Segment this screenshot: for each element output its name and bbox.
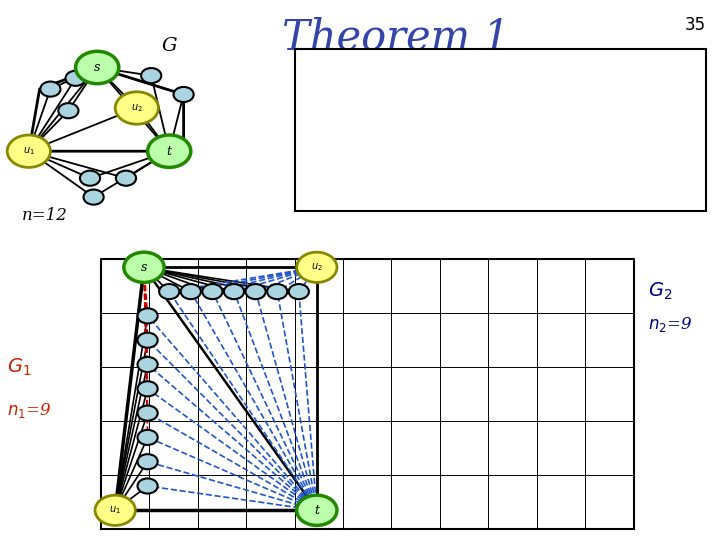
Circle shape — [297, 495, 337, 525]
Text: n=12: n=12 — [22, 207, 68, 225]
Circle shape — [148, 135, 191, 167]
Circle shape — [224, 284, 244, 299]
Circle shape — [159, 284, 179, 299]
Circle shape — [246, 284, 266, 299]
Circle shape — [115, 92, 158, 124]
Circle shape — [138, 406, 158, 421]
Circle shape — [95, 495, 135, 525]
Text: $G_1$: $G_1$ — [7, 356, 32, 378]
Circle shape — [141, 68, 161, 83]
Text: $u_2$: $u_2$ — [131, 102, 143, 114]
Circle shape — [76, 51, 119, 84]
Circle shape — [174, 87, 194, 102]
Circle shape — [58, 103, 78, 118]
Text: $u_1$: $u_1$ — [23, 145, 35, 157]
Text: s: s — [94, 61, 100, 74]
Text: $G_2$: $G_2$ — [648, 281, 672, 302]
FancyBboxPatch shape — [295, 49, 706, 211]
Circle shape — [138, 381, 158, 396]
Text: s: s — [141, 261, 147, 274]
Circle shape — [138, 478, 158, 494]
Text: $n_2$=9: $n_2$=9 — [648, 314, 693, 334]
Text: $u_1$: $u_1$ — [109, 504, 121, 516]
Text: the two drawings: the two drawings — [395, 75, 559, 93]
Circle shape — [267, 284, 287, 299]
Circle shape — [138, 357, 158, 372]
Text: G: G — [162, 37, 178, 55]
Text: t: t — [315, 504, 319, 517]
Text: vertices and edges.: vertices and edges. — [317, 166, 494, 185]
Text: t: t — [167, 145, 171, 158]
Text: 35: 35 — [685, 16, 706, 34]
Text: $u_2$: $u_2$ — [311, 261, 323, 273]
Circle shape — [7, 135, 50, 167]
Circle shape — [84, 190, 104, 205]
Circle shape — [116, 171, 136, 186]
Circle shape — [297, 252, 337, 282]
Circle shape — [124, 252, 164, 282]
Circle shape — [181, 284, 201, 299]
Text: all the dummy: all the dummy — [387, 120, 523, 139]
Circle shape — [80, 171, 100, 186]
Text: Theorem 1: Theorem 1 — [282, 17, 510, 59]
Circle shape — [138, 333, 158, 348]
Circle shape — [138, 430, 158, 445]
Circle shape — [66, 71, 86, 86]
Text: $n_1$=9: $n_1$=9 — [7, 401, 52, 420]
Circle shape — [40, 82, 60, 97]
Text: Combine: Combine — [317, 75, 398, 93]
Circle shape — [138, 308, 158, 323]
Text: and: and — [317, 120, 356, 139]
Circle shape — [202, 284, 222, 299]
Circle shape — [138, 454, 158, 469]
Text: Erase: Erase — [346, 120, 398, 139]
Circle shape — [289, 284, 309, 299]
